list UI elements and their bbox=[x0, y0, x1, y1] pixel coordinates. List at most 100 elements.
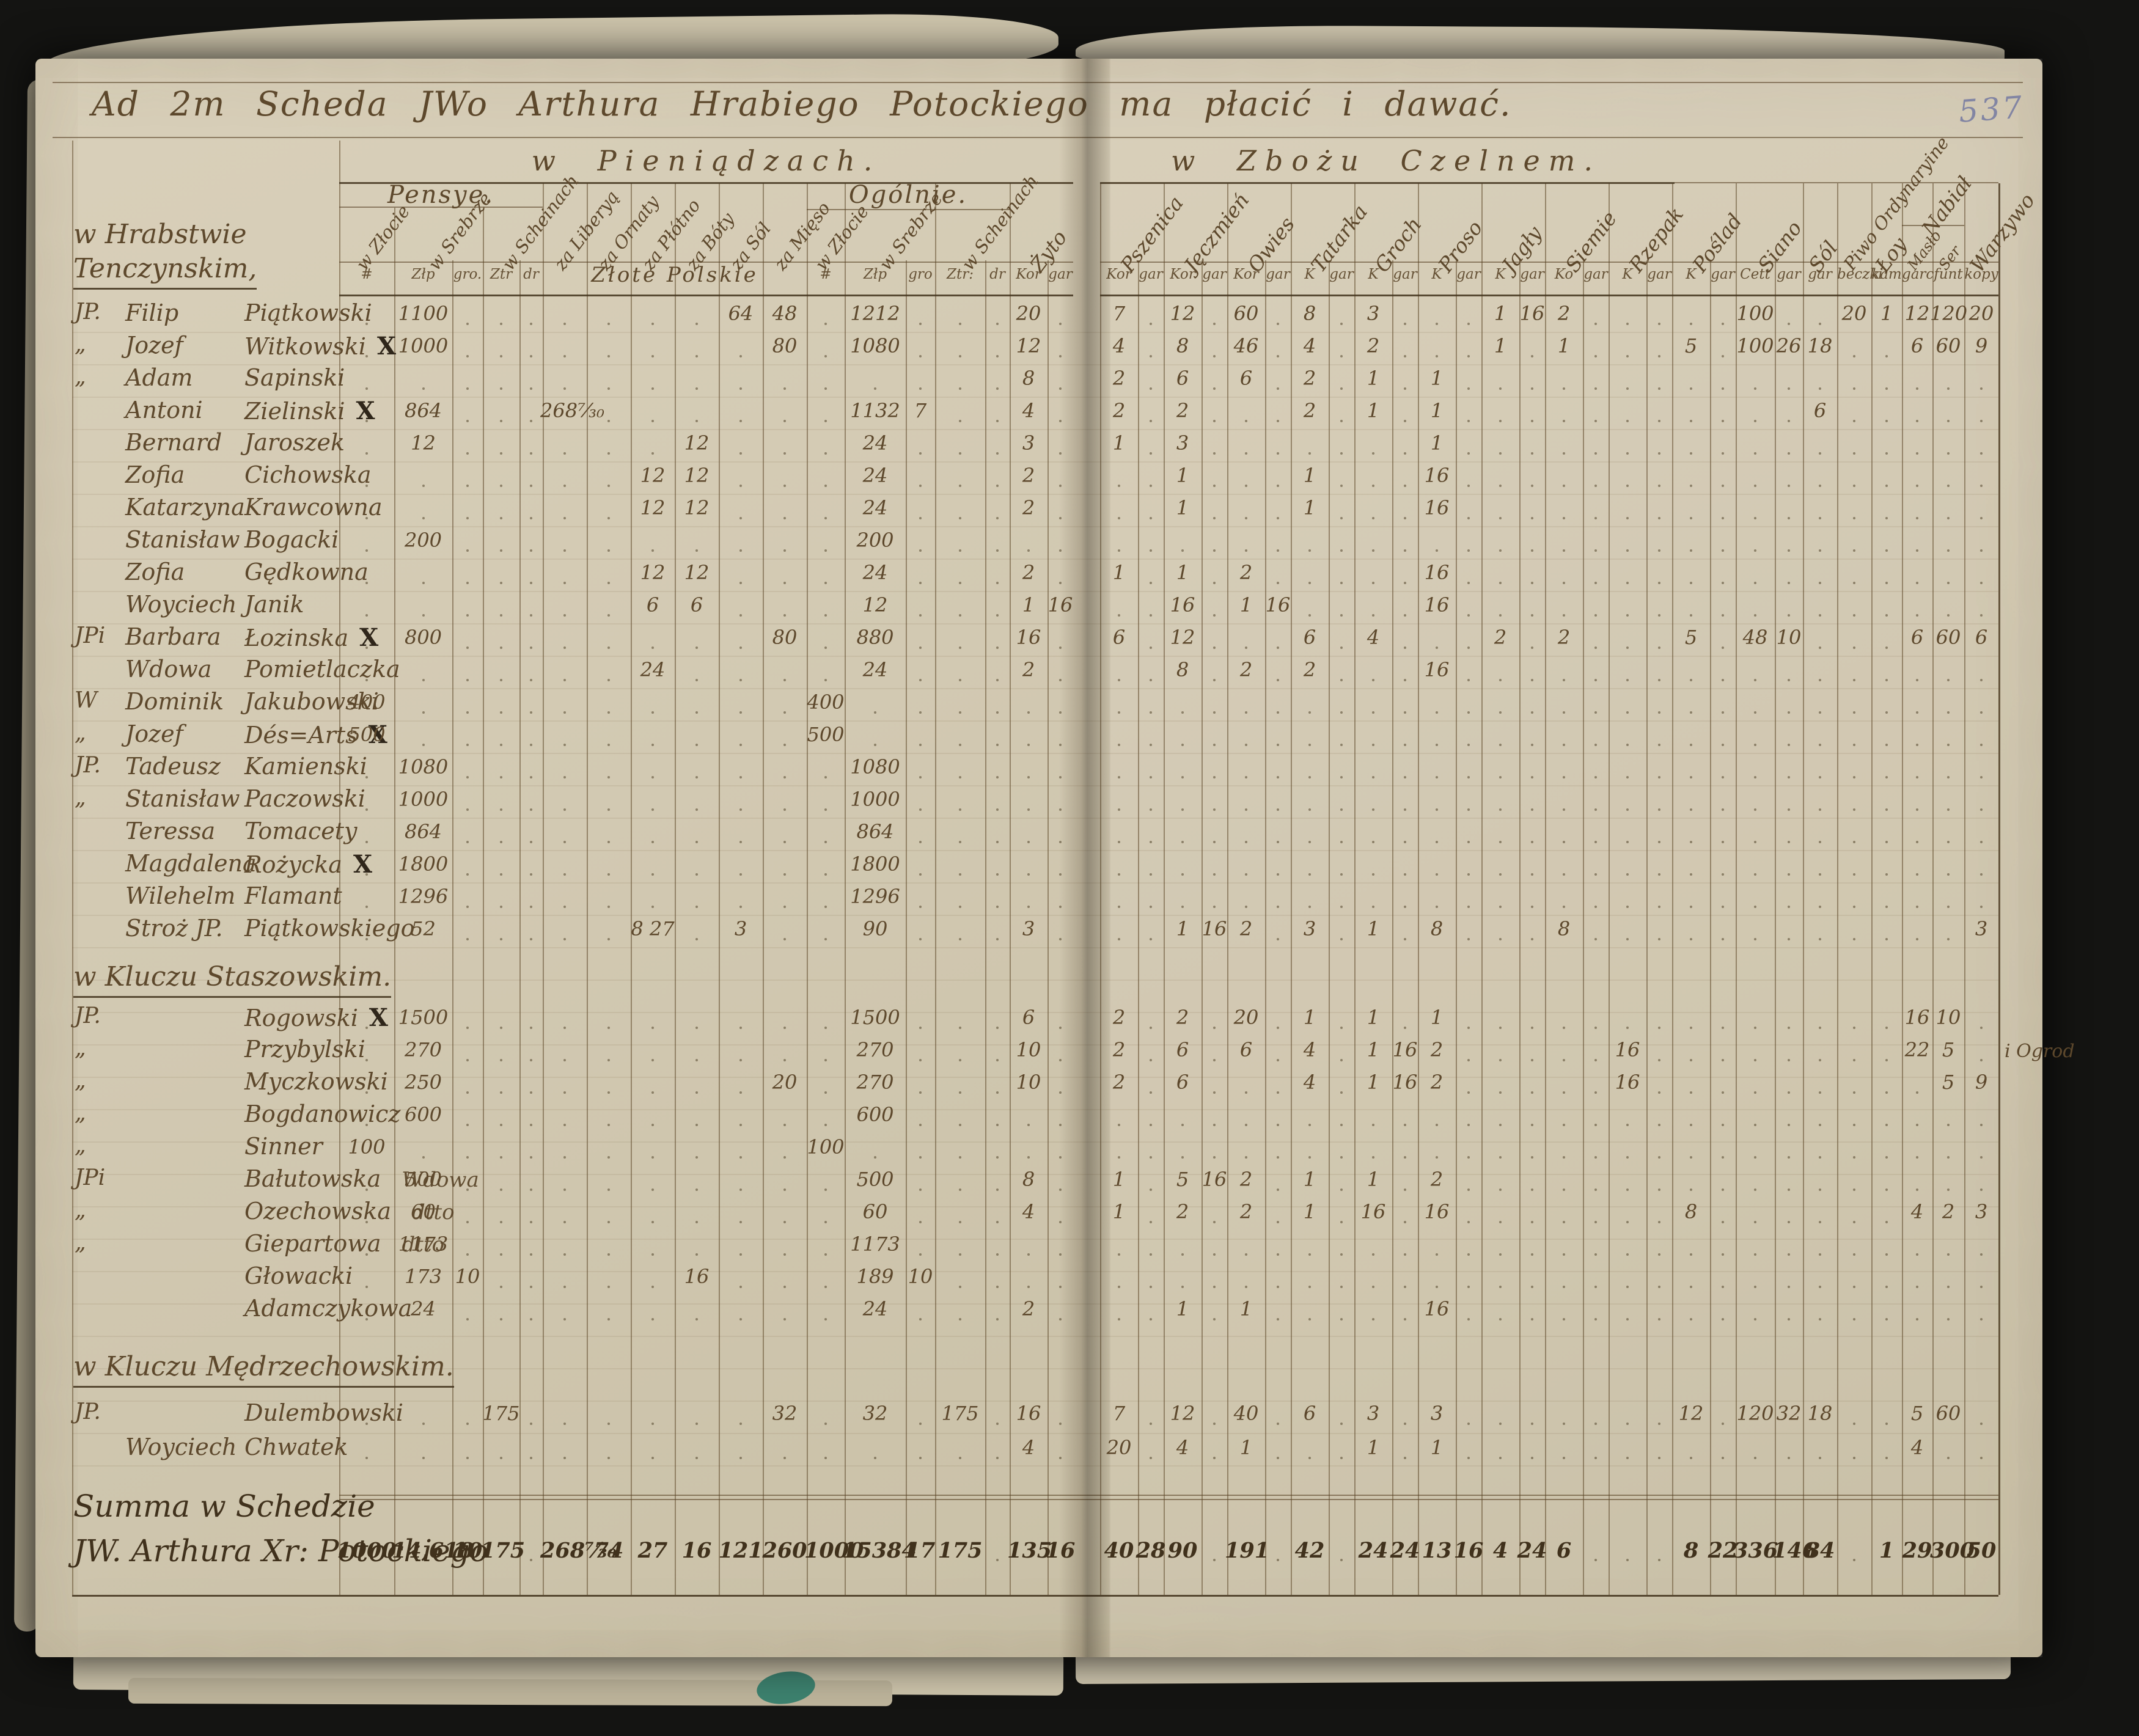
empty-cell-dot bbox=[1626, 1188, 1629, 1191]
table-cell-zyto_kor: 8 bbox=[1022, 1168, 1035, 1191]
empty-cell-dot bbox=[466, 808, 469, 811]
empty-cell-dot bbox=[1277, 323, 1279, 325]
table-cell-za_boty: 12 bbox=[684, 431, 710, 455]
table-cell-warzywo: 20 bbox=[1968, 302, 1994, 325]
empty-cell-dot bbox=[1308, 841, 1311, 843]
empty-cell-dot bbox=[1340, 614, 1343, 617]
table-cell-p_srebrze_zlp: 200 bbox=[404, 529, 442, 552]
empty-cell-dot bbox=[959, 1059, 961, 1061]
empty-cell-dot bbox=[1340, 582, 1343, 584]
empty-cell-dot bbox=[1308, 1253, 1311, 1256]
empty-cell-dot bbox=[1594, 1221, 1597, 1223]
empty-cell-dot bbox=[1372, 485, 1374, 487]
empty-cell-dot bbox=[607, 1457, 610, 1459]
empty-cell-dot bbox=[1980, 1318, 1983, 1320]
rule-line bbox=[1100, 182, 1675, 184]
empty-cell-dot bbox=[1690, 1457, 1692, 1459]
row-extra: dtto bbox=[402, 1232, 445, 1257]
rule-line bbox=[339, 207, 543, 208]
rule-line bbox=[72, 1595, 1998, 1597]
empty-cell-dot bbox=[500, 485, 502, 487]
unit-label: dr bbox=[523, 266, 539, 282]
unit-label: dr bbox=[989, 266, 1005, 282]
empty-cell-dot bbox=[1404, 1124, 1406, 1126]
empty-cell-dot bbox=[1947, 452, 1950, 455]
empty-cell-dot bbox=[530, 1124, 532, 1126]
table-cell-groch_kor: 1 bbox=[1367, 917, 1380, 940]
grain-left-line bbox=[1100, 183, 1101, 1595]
empty-cell-dot bbox=[1754, 387, 1756, 390]
empty-cell-dot bbox=[651, 355, 654, 357]
table-cell-maslo: 4 bbox=[1910, 1200, 1924, 1223]
empty-cell-dot bbox=[739, 355, 742, 357]
empty-cell-dot bbox=[1819, 1188, 1821, 1191]
empty-cell-dot bbox=[1658, 549, 1660, 552]
empty-cell-dot bbox=[1467, 1156, 1470, 1159]
empty-cell-dot bbox=[1658, 1318, 1660, 1320]
empty-cell-dot bbox=[530, 1221, 532, 1223]
empty-cell-dot bbox=[1340, 452, 1343, 455]
empty-cell-dot bbox=[1308, 1124, 1311, 1126]
table-cell-p_schein_ztr: 175 bbox=[482, 1402, 520, 1425]
empty-cell-dot bbox=[365, 1124, 368, 1126]
row-surname: Przybylski bbox=[244, 1036, 365, 1063]
empty-cell-dot bbox=[500, 614, 502, 617]
empty-cell-dot bbox=[1213, 614, 1216, 617]
empty-cell-dot bbox=[563, 776, 566, 778]
empty-cell-dot bbox=[1563, 808, 1565, 811]
empty-cell-dot bbox=[1594, 1059, 1597, 1061]
empty-cell-dot bbox=[1499, 1423, 1502, 1425]
table-cell-p_srebrze_zlp: 60 bbox=[411, 1200, 436, 1223]
empty-cell-dot bbox=[365, 808, 368, 811]
empty-cell-dot bbox=[695, 1188, 698, 1191]
table-cell-proso_kor: 1 bbox=[1430, 1436, 1444, 1459]
empty-cell-dot bbox=[1467, 1221, 1470, 1223]
empty-cell-dot bbox=[996, 582, 999, 584]
table-cell-maslo: 6 bbox=[1910, 626, 1924, 649]
empty-cell-dot bbox=[1658, 1156, 1660, 1159]
empty-cell-dot bbox=[1658, 1059, 1660, 1061]
column-line bbox=[1545, 183, 1546, 1595]
empty-cell-dot bbox=[1499, 582, 1502, 584]
table-cell-za_mieso: 80 bbox=[772, 626, 798, 649]
empty-cell-dot bbox=[1788, 1457, 1790, 1459]
empty-cell-dot bbox=[1027, 549, 1030, 552]
empty-cell-dot bbox=[500, 517, 502, 519]
table-cell-za_boty: 16 bbox=[681, 1538, 712, 1563]
empty-cell-dot bbox=[824, 549, 827, 552]
empty-cell-dot bbox=[365, 549, 368, 552]
empty-cell-dot bbox=[783, 1124, 786, 1126]
empty-cell-dot bbox=[996, 1559, 999, 1561]
empty-cell-dot bbox=[1059, 679, 1062, 681]
empty-cell-dot bbox=[1181, 1156, 1184, 1159]
table-cell-o_srebrze_zlp: 1212 bbox=[850, 302, 900, 325]
empty-cell-dot bbox=[1722, 517, 1724, 519]
empty-cell-dot bbox=[1245, 517, 1247, 519]
table-cell-sol: 84 bbox=[1805, 1538, 1835, 1563]
cross-mark: X bbox=[359, 623, 379, 652]
table-cell-owies_kor: 2 bbox=[1239, 1168, 1253, 1191]
table-cell-poslad_kor: 12 bbox=[1678, 1402, 1704, 1425]
empty-cell-dot bbox=[959, 582, 961, 584]
empty-cell-dot bbox=[959, 614, 961, 617]
empty-cell-dot bbox=[530, 873, 532, 876]
empty-cell-dot bbox=[1885, 387, 1888, 390]
empty-cell-dot bbox=[1722, 873, 1724, 876]
empty-cell-dot bbox=[959, 906, 961, 908]
unit-label: gro. bbox=[453, 266, 482, 282]
table-cell-o_srebrze_zlp: 200 bbox=[856, 529, 894, 552]
table-cell-proso_kor: 16 bbox=[1424, 464, 1450, 487]
empty-cell-dot bbox=[959, 1318, 961, 1320]
empty-cell-dot bbox=[1059, 517, 1062, 519]
empty-cell-dot bbox=[996, 355, 999, 357]
empty-cell-dot bbox=[651, 387, 654, 390]
empty-cell-dot bbox=[1059, 776, 1062, 778]
empty-cell-dot bbox=[1150, 485, 1152, 487]
empty-cell-dot bbox=[563, 323, 566, 325]
table-cell-p_srebrze_zlp: 1296 bbox=[398, 885, 449, 908]
empty-cell-dot bbox=[530, 1559, 532, 1561]
empty-cell-dot bbox=[1658, 711, 1660, 714]
empty-cell-dot bbox=[1467, 1091, 1470, 1094]
table-cell-za_boty: 12 bbox=[684, 561, 710, 584]
empty-cell-dot bbox=[1436, 646, 1438, 649]
